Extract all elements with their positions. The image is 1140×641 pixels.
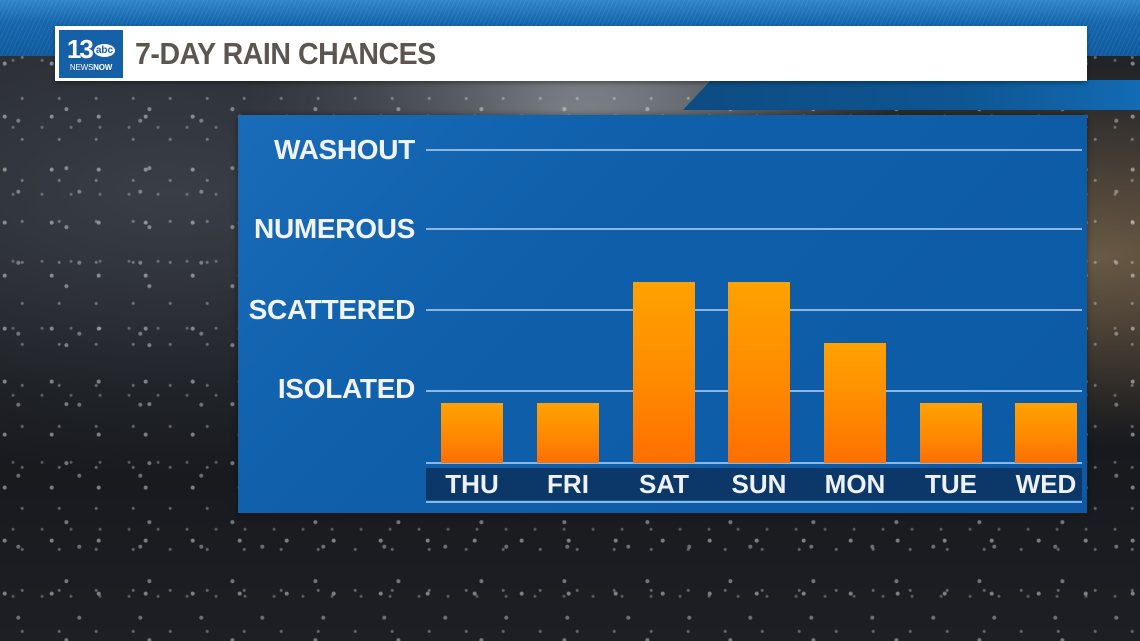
x-label-sun: SUN (731, 469, 787, 499)
y-label-scattered: SCATTERED (248, 294, 416, 325)
y-label-numerous: NUMEROUS (254, 213, 415, 244)
x-label-fri: FRI (547, 469, 589, 499)
bar-tue (920, 403, 982, 463)
gridline-numerous (426, 228, 1082, 230)
y-label-isolated: ISOLATED (277, 373, 415, 404)
title-bar: 13 abc NEWSNOW 7-DAY RAIN CHANCES (55, 26, 1087, 81)
bar-thu (441, 403, 503, 463)
x-label-tue: TUE (925, 469, 977, 499)
abc-icon: abc (93, 43, 116, 57)
logo-now: NOW (93, 62, 113, 72)
slanted-accent-band (683, 80, 1140, 110)
page-title: 7-DAY RAIN CHANCES (135, 35, 436, 71)
station-logo: 13 abc NEWSNOW (59, 29, 123, 78)
bar-wed (1015, 403, 1077, 463)
x-axis-bottom-line (426, 501, 1082, 503)
gridline-washout (426, 149, 1082, 151)
x-label-wed: WED (1015, 469, 1077, 499)
chart-baseline (426, 462, 1082, 464)
bar-fri (537, 403, 599, 463)
x-axis-label-strip (426, 468, 1082, 500)
logo-news: NEWS (69, 62, 94, 72)
bar-sun (728, 282, 790, 463)
x-label-sat: SAT (638, 469, 690, 499)
bar-mon (824, 343, 886, 463)
chart-panel: WASHOUT NUMEROUS SCATTERED ISOLATED THU … (238, 115, 1087, 513)
logo-number: 13 (66, 33, 94, 64)
x-label-mon: MON (824, 469, 886, 499)
y-label-washout: WASHOUT (273, 134, 415, 165)
bar-sat (633, 282, 695, 463)
x-label-thu: THU (445, 469, 499, 499)
